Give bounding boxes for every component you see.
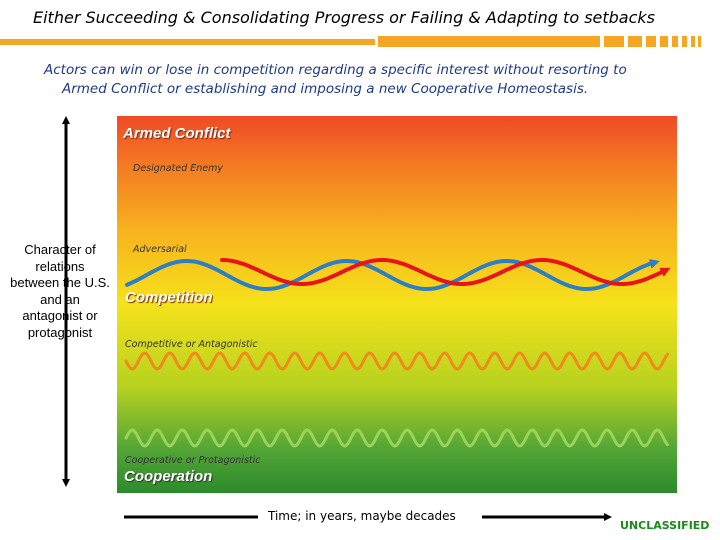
red-relation-line bbox=[220, 258, 671, 286]
classification-marking: UNCLASSIFIED bbox=[620, 519, 710, 532]
y-axis-label: Character of relations between the U.S. … bbox=[10, 242, 110, 340]
x-axis-label: Time; in years, maybe decades bbox=[268, 509, 456, 523]
band-label-armed-conflict: Armed Conflict bbox=[123, 125, 231, 142]
subtitle-line-1: Actors can win or lose in competition re… bbox=[44, 62, 627, 78]
subtitle-line-2: Armed Conflict or establishing and impos… bbox=[62, 81, 589, 97]
slide-subtitle: Actors can win or lose in competition re… bbox=[44, 61, 704, 99]
orange-wave bbox=[124, 351, 669, 371]
blue-relation-line bbox=[125, 259, 660, 291]
green-wave bbox=[124, 428, 669, 448]
band-label-competition: Competition bbox=[125, 289, 213, 306]
level-label-competitive-antagonistic: Competitive or Antagonistic bbox=[125, 339, 258, 350]
slide-title: Either Succeeding & Consolidating Progre… bbox=[33, 8, 655, 27]
band-label-cooperation: Cooperation bbox=[124, 468, 213, 485]
level-label-adversarial: Adversarial bbox=[133, 244, 187, 255]
decorative-bar-strip bbox=[0, 36, 701, 47]
level-label-designated-enemy: Designated Enemy bbox=[133, 163, 223, 174]
level-label-cooperative-protagonistic: Cooperative or Protagonistic bbox=[125, 455, 261, 466]
